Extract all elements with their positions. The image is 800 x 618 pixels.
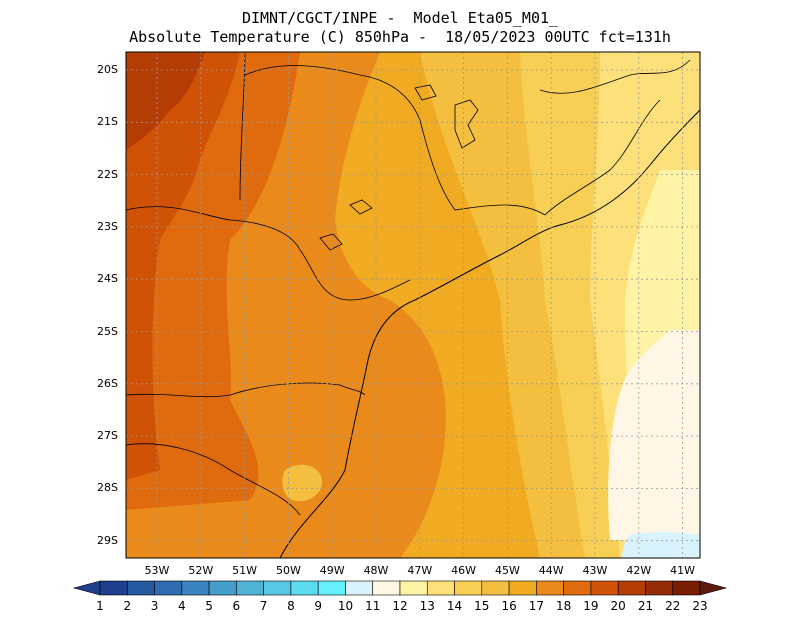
colorbar-swatch (481, 580, 510, 596)
colorbar-swatch (372, 580, 401, 596)
longitude-label: 41W (670, 564, 696, 577)
colorbar-label: 8 (287, 599, 295, 613)
longitude-label: 42W (626, 564, 652, 577)
longitude-label: 44W (538, 564, 564, 577)
latitude-label: 20S (97, 63, 118, 76)
longitude-label: 47W (407, 564, 433, 577)
colorbar-swatch (399, 580, 428, 596)
colorbar-label: 9 (314, 599, 322, 613)
colorbar-low-arrow (72, 580, 101, 596)
colorbar-label: 5 (205, 599, 213, 613)
state-border-ms-sp (239, 52, 246, 201)
colorbar-label: 23 (692, 599, 708, 613)
colorbar-label: 16 (501, 599, 517, 613)
colorbar-swatch (236, 580, 264, 596)
longitude-label: 52W (188, 564, 214, 577)
latitude-label: 22S (97, 167, 118, 181)
chart-title-line-1: DIMNT/CGCT/INPE - Model Eta05_M01_ (241, 9, 559, 27)
colorbar-swatch (181, 580, 210, 596)
state-border-pr-sc (126, 382, 366, 398)
longitude-label: 51W (232, 564, 258, 577)
latitude-label: 26S (97, 376, 118, 390)
colorbar-label: 22 (665, 599, 681, 613)
colorbar-swatch (99, 580, 128, 596)
colorbar-label: 20 (610, 599, 626, 613)
longitude-label: 46W (451, 564, 477, 577)
longitude-label: 53W (144, 564, 170, 577)
colorbar-swatch (290, 580, 319, 596)
colorbar-swatch (454, 580, 483, 596)
temp-band-20 (126, 52, 205, 150)
colorbar-label: 4 (177, 599, 186, 613)
reservoir-west (319, 233, 343, 251)
colorbar-swatch (317, 580, 346, 596)
colorbar-label: 6 (232, 599, 241, 613)
colorbar-swatch (617, 580, 646, 596)
colorbar-label: 3 (150, 599, 159, 613)
temp-patch-south (282, 464, 323, 502)
colorbar-high-arrow (699, 580, 728, 596)
chart-title-line-2: Absolute Temperature (C) 850hPa - 18/05/… (129, 28, 671, 46)
colorbar-swatch (154, 580, 183, 596)
colorbar-swatch (536, 580, 564, 596)
colorbar-label: 10 (337, 599, 354, 613)
coastline (279, 109, 700, 558)
state-border-sc-rs (126, 443, 301, 516)
reservoir-center (349, 199, 373, 215)
colorbar-label: 15 (474, 599, 490, 613)
colorbar-label: 18 (555, 599, 572, 613)
graticule (126, 52, 700, 558)
temp-band-10 (622, 531, 700, 558)
state-border-mg-rj (544, 99, 661, 216)
colorbar-label: 1 (96, 599, 104, 613)
colorbar-swatch (645, 580, 674, 596)
colorbar-swatch (263, 580, 292, 596)
colorbar-swatch (590, 580, 619, 596)
state-border-sp-pr (126, 206, 411, 301)
colorbar-swatch (126, 580, 155, 596)
latitude-label: 29S (97, 533, 118, 547)
colorbar-swatch (426, 580, 455, 596)
colorbar-label: 13 (419, 599, 435, 613)
reservoir-furnas (454, 99, 479, 149)
colorbar-label: 7 (259, 599, 268, 613)
colorbar-swatch (208, 580, 237, 596)
latitude-label: 23S (97, 219, 118, 233)
colorbar-swatch (345, 580, 374, 596)
longitude-label: 48W (363, 564, 389, 577)
latitude-label: 24S (97, 272, 118, 286)
map-frame (125, 51, 701, 559)
colorbar-swatch (508, 580, 537, 596)
longitude-label: 49W (319, 564, 345, 577)
colorbar-swatch (672, 580, 701, 596)
state-border-mg-sp (244, 65, 546, 216)
latitude-label: 27S (97, 429, 118, 443)
colorbar-label: 19 (583, 599, 599, 613)
reservoir-north (414, 84, 437, 101)
colorbar-swatch (563, 580, 592, 596)
latitude-label: 25S (97, 324, 118, 338)
temp-band-11 (608, 330, 700, 540)
colorbar-label: 17 (528, 599, 544, 613)
colorbar-label: 12 (392, 599, 408, 613)
longitude-label: 50W (275, 564, 301, 577)
latitude-label: 28S (97, 481, 118, 495)
colorbar-label: 11 (365, 599, 381, 613)
state-border-mg-es (539, 59, 691, 94)
longitude-label: 43W (582, 564, 608, 577)
colorbar-label: 21 (637, 599, 654, 613)
colorbar-label: 14 (446, 599, 463, 613)
temp-band-19 (126, 52, 240, 480)
latitude-label: 21S (97, 115, 118, 129)
longitude-label: 45W (494, 564, 520, 577)
colorbar-label: 2 (123, 599, 132, 613)
